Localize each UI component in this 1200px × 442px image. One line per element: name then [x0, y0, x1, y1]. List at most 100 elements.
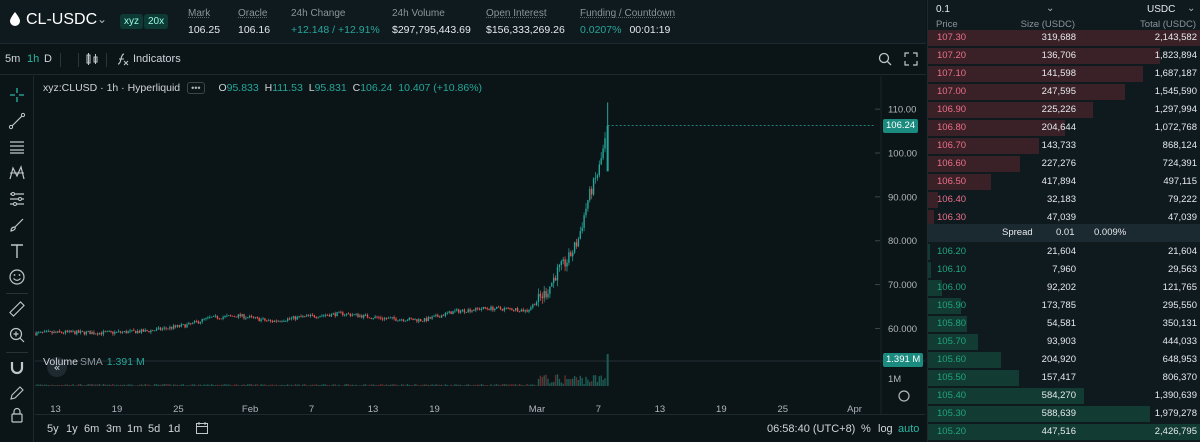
calendar-icon[interactable] — [195, 421, 209, 435]
bid-row[interactable]: 105.30 588,639 1,979,278 — [928, 405, 1200, 423]
chevron-down-icon[interactable]: ⌄ — [97, 12, 108, 26]
range-3m[interactable]: 3m — [106, 423, 122, 435]
emoji-icon[interactable] — [8, 268, 26, 286]
volume-bar — [209, 385, 211, 386]
candle-body — [285, 320, 287, 322]
volume-bar — [376, 384, 378, 386]
magnet-icon[interactable] — [8, 358, 26, 376]
candle-body — [598, 164, 600, 176]
ask-row[interactable]: 106.80 204,644 1,072,768 — [928, 119, 1200, 137]
depth-bar — [928, 262, 931, 278]
candle-body — [161, 328, 163, 330]
crosshair-icon[interactable] — [8, 86, 26, 104]
indicators-button[interactable]: Indicators — [133, 53, 181, 65]
candlestick-type-icon[interactable] — [84, 51, 100, 67]
candle-body — [249, 316, 251, 318]
volume-bar — [205, 384, 207, 386]
volume-bar — [547, 378, 549, 386]
quote-currency-select[interactable]: USDC — [1147, 4, 1176, 15]
spread-percent: 0.009% — [1094, 227, 1127, 238]
volume-bar — [285, 385, 287, 386]
candle-body — [157, 327, 160, 329]
candle-body — [558, 265, 561, 268]
ask-row[interactable]: 107.10 141,598 1,687,187 — [928, 65, 1200, 83]
ruler-icon[interactable] — [8, 300, 26, 318]
pattern-icon[interactable] — [8, 164, 26, 182]
timeframe-5m[interactable]: 5m — [5, 53, 21, 65]
ask-row[interactable]: 106.40 32,183 79,222 — [928, 191, 1200, 209]
bid-row[interactable]: 106.20 21,604 21,604 — [928, 243, 1200, 261]
leverage-tag[interactable]: 20x — [144, 14, 169, 29]
stat-label: 24h Change — [291, 8, 346, 19]
range-6m[interactable]: 6m — [84, 423, 100, 435]
horizontal-lines-icon[interactable] — [8, 138, 26, 156]
axis-settings-icon[interactable] — [898, 390, 910, 402]
bid-row[interactable]: 105.80 54,581 350,131 — [928, 315, 1200, 333]
candle-body — [180, 324, 182, 327]
trendline-icon[interactable] — [8, 112, 26, 130]
bid-row[interactable]: 106.00 92,202 121,765 — [928, 279, 1200, 297]
candle-body — [338, 311, 340, 313]
indicators-icon[interactable] — [114, 51, 130, 67]
timeframe-1h[interactable]: 1h — [27, 53, 40, 65]
ask-row[interactable]: 106.50 417,894 497,115 — [928, 173, 1200, 191]
market-symbol[interactable]: CL-USDC — [26, 11, 98, 28]
candle-body — [530, 307, 532, 310]
ask-row[interactable]: 106.70 143,733 868,124 — [928, 137, 1200, 155]
candle-body — [262, 318, 264, 320]
ask-row[interactable]: 107.30 319,688 2,143,582 — [928, 29, 1200, 47]
volume-bar — [91, 384, 93, 386]
bid-total: 21,604 — [1167, 246, 1197, 257]
candle-body — [357, 313, 359, 317]
candle-body — [404, 320, 407, 322]
fullscreen-icon[interactable] — [903, 51, 919, 67]
range-5d[interactable]: 5d — [148, 423, 161, 435]
tick-size-select[interactable]: 0.1 — [936, 4, 950, 15]
lock-icon[interactable] — [8, 406, 26, 424]
ask-row[interactable]: 106.60 227,276 724,391 — [928, 155, 1200, 173]
range-1d[interactable]: 1d — [168, 423, 181, 435]
candle-body — [478, 308, 481, 310]
depth-bar — [928, 316, 967, 332]
volume-bar — [323, 384, 325, 386]
volume-bar — [112, 384, 114, 386]
ask-row[interactable]: 106.30 47,039 47,039 — [928, 209, 1200, 227]
chevron-down-icon[interactable]: ⌄ — [1187, 3, 1196, 14]
time-readout[interactable]: 06:58:40 (UTC+8) — [767, 423, 856, 435]
brush-icon[interactable] — [8, 216, 26, 234]
ask-row[interactable]: 107.00 247,595 1,545,590 — [928, 83, 1200, 101]
volume-bar — [458, 384, 460, 386]
bid-row[interactable]: 105.20 447,516 2,426,795 — [928, 423, 1200, 441]
bid-row[interactable]: 105.50 157,417 806,370 — [928, 369, 1200, 387]
scale-auto[interactable]: auto — [898, 423, 920, 435]
bid-row[interactable]: 105.40 584,270 1,390,639 — [928, 387, 1200, 405]
screenshot-search-icon[interactable] — [877, 51, 893, 67]
legend-more-button[interactable]: ••• — [187, 82, 205, 94]
ask-row[interactable]: 106.90 225,226 1,297,994 — [928, 101, 1200, 119]
candle-body — [334, 313, 336, 317]
bid-row[interactable]: 106.10 7,960 29,563 — [928, 261, 1200, 279]
fib-settings-icon[interactable] — [8, 190, 26, 208]
range-5y[interactable]: 5y — [47, 423, 59, 435]
volume-bar — [440, 384, 443, 386]
bid-row[interactable]: 105.70 93,903 444,033 — [928, 333, 1200, 351]
bid-row[interactable]: 105.90 173,785 295,550 — [928, 297, 1200, 315]
bid-row[interactable]: 105.60 204,920 648,953 — [928, 351, 1200, 369]
chart-canvas[interactable]: 60.000 70.000 80.000 90.000 100.00 110.00 1M 13… — [35, 76, 925, 414]
volume-bar — [116, 384, 118, 386]
depth-bar — [928, 192, 938, 208]
candle-body — [393, 317, 395, 319]
timeframe-d[interactable]: D — [44, 53, 52, 65]
ask-row[interactable]: 107.20 136,706 1,823,894 — [928, 47, 1200, 65]
scale-log[interactable]: log — [878, 423, 893, 435]
scroll-back-button[interactable] — [47, 357, 67, 377]
range-1y[interactable]: 1y — [66, 423, 78, 435]
chevron-down-icon[interactable]: ⌄ — [1046, 3, 1055, 14]
price-chart[interactable]: 60.000 70.000 80.000 90.000 100.00 110.00 1M 13… — [35, 76, 925, 442]
zoom-in-icon[interactable] — [8, 326, 26, 344]
pencil-lock-icon[interactable] — [8, 384, 26, 402]
range-1m[interactable]: 1m — [127, 423, 143, 435]
scale-percent[interactable]: % — [861, 423, 871, 435]
volume-bar — [448, 385, 450, 386]
text-icon[interactable] — [8, 242, 26, 260]
